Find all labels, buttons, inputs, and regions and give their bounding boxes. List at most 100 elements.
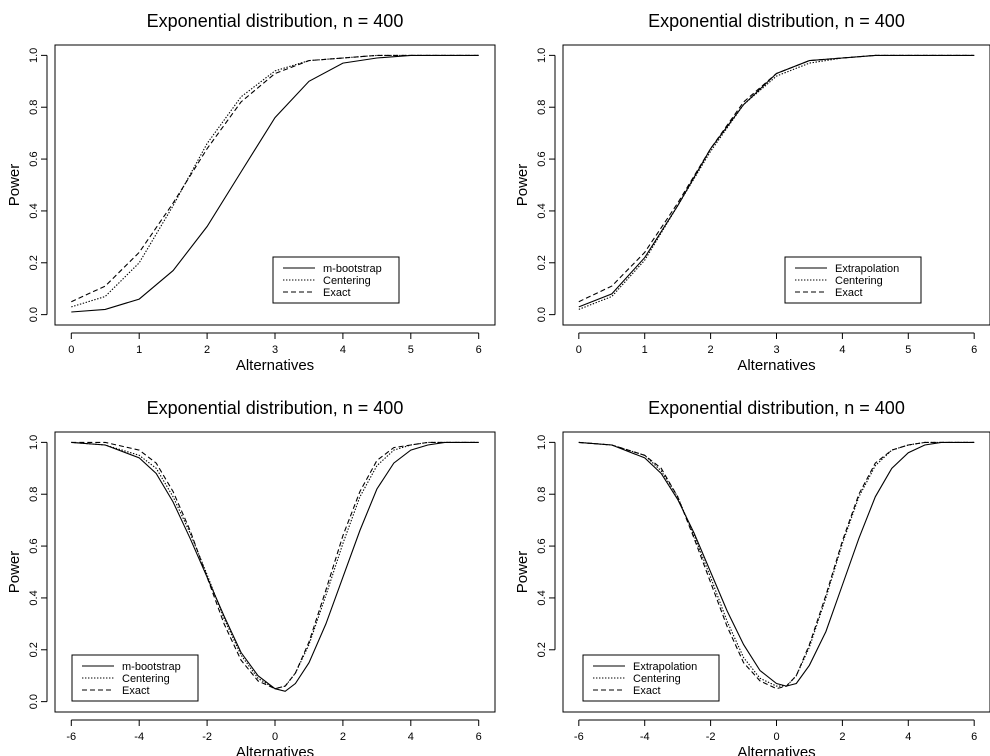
x-tick-label: 2	[708, 344, 714, 356]
legend-label: Centering	[835, 275, 883, 287]
x-tick-label: -6	[574, 731, 584, 743]
y-tick-label: 0.8	[536, 487, 548, 502]
plot-frame	[562, 44, 990, 326]
y-tick-label: 1.0	[536, 48, 548, 63]
plot-frame	[562, 431, 990, 713]
y-tick-label: 0.2	[536, 642, 548, 657]
legend-label: Extrapolation	[633, 661, 697, 673]
x-tick-label: 1	[642, 344, 648, 356]
y-tick-label: 0.4	[536, 203, 548, 218]
series-line-exact	[578, 441, 975, 690]
x-tick-label: 0	[272, 731, 278, 743]
x-tick-label: 1	[136, 344, 142, 356]
x-tick-label: 2	[839, 731, 845, 743]
legend-label: Centering	[122, 673, 170, 685]
series-line-extrapolation	[578, 54, 975, 308]
x-tick-label: 2	[204, 344, 210, 356]
x-tick-label: 0	[68, 344, 74, 356]
plot-frame	[54, 431, 496, 713]
x-tick-label: 4	[340, 344, 346, 356]
x-tick-label: -4	[134, 731, 144, 743]
chart-panel-3: Exponential distribution, n = 400 -6 -4 -2 0…	[6, 398, 496, 756]
legend-box	[272, 256, 400, 304]
y-axis-label: Power	[6, 551, 23, 594]
x-tick-label: 2	[340, 731, 346, 743]
y-tick-label: 0.6	[28, 151, 40, 166]
series-line-centering	[71, 54, 479, 308]
x-tick-label: 6	[476, 731, 482, 743]
series-line-centering	[578, 54, 975, 310]
legend-label: Centering	[323, 275, 371, 287]
series-line-extrapolation	[578, 441, 975, 687]
x-tick-label: -4	[640, 731, 650, 743]
y-tick-label: 0.0	[28, 307, 40, 322]
chart-panel-4: Exponential distribution, n = 400 -6 -4 -2 0…	[514, 398, 990, 756]
x-tick-label: 6	[971, 731, 977, 743]
chart-title: Exponential distribution, n = 400	[648, 11, 905, 31]
y-tick-label: 1.0	[28, 435, 40, 450]
series-line-centering	[71, 441, 479, 690]
legend-label: Exact	[323, 287, 351, 299]
y-tick-label: 0.2	[28, 642, 40, 657]
x-tick-label: 3	[272, 344, 278, 356]
x-tick-label: 6	[476, 344, 482, 356]
x-tick-label: -2	[706, 731, 716, 743]
x-tick-label: -6	[66, 731, 76, 743]
legend-box	[582, 654, 720, 702]
chart-panel-2: Exponential distribution, n = 400 0 1 2 3 4 5 6…	[514, 11, 990, 374]
x-axis-label: Alternatives	[737, 744, 815, 756]
x-tick-label: 5	[905, 344, 911, 356]
y-tick-label: 0.6	[536, 151, 548, 166]
plot-frame	[54, 44, 496, 326]
y-tick-label: 0.4	[28, 590, 40, 605]
chart-panel-1: Exponential distribution, n = 400 0 1 2 3 4 5 6…	[6, 11, 496, 374]
x-tick-label: 4	[905, 731, 911, 743]
y-axis-label: Power	[6, 164, 23, 207]
legend-label: Centering	[633, 673, 681, 685]
x-tick-label: 0	[773, 731, 779, 743]
series-line-m-bootstrap	[71, 441, 479, 692]
x-tick-label: 5	[408, 344, 414, 356]
legend-label: Exact	[835, 287, 863, 299]
x-axis-label: Alternatives	[236, 357, 314, 374]
x-tick-label: 4	[408, 731, 414, 743]
y-tick-label: 0.2	[536, 255, 548, 270]
y-tick-label: 0.4	[28, 203, 40, 218]
chart-title: Exponential distribution, n = 400	[147, 398, 404, 418]
y-tick-label: 0.2	[28, 255, 40, 270]
chart-title: Exponential distribution, n = 400	[648, 398, 905, 418]
chart-title: Exponential distribution, n = 400	[147, 11, 404, 31]
y-tick-label: 0.0	[28, 694, 40, 709]
series-line-exact	[71, 54, 479, 303]
legend-label: m-bootstrap	[323, 263, 382, 275]
legend-label: Exact	[122, 685, 150, 697]
legend-box	[784, 256, 922, 304]
y-tick-label: 0.4	[536, 590, 548, 605]
y-tick-label: 0.0	[536, 307, 548, 322]
x-tick-label: 6	[971, 344, 977, 356]
x-tick-label: 0	[576, 344, 582, 356]
legend-box	[71, 654, 199, 702]
x-tick-label: 3	[773, 344, 779, 356]
y-tick-label: 0.8	[28, 487, 40, 502]
x-axis-label: Alternatives	[236, 744, 314, 756]
y-tick-label: 1.0	[28, 48, 40, 63]
y-tick-label: 0.6	[28, 538, 40, 553]
series-line-centering	[578, 441, 975, 687]
series-line-exact	[71, 441, 479, 690]
y-axis-label: Power	[514, 551, 531, 594]
legend-label: Extrapolation	[835, 263, 899, 275]
y-tick-label: 0.6	[536, 538, 548, 553]
x-tick-label: 4	[839, 344, 845, 356]
series-line-exact	[578, 54, 975, 303]
y-axis-label: Power	[514, 164, 531, 207]
x-tick-label: -2	[202, 731, 212, 743]
x-axis-label: Alternatives	[737, 357, 815, 374]
legend-label: Exact	[633, 685, 661, 697]
y-tick-label: 0.8	[28, 100, 40, 115]
